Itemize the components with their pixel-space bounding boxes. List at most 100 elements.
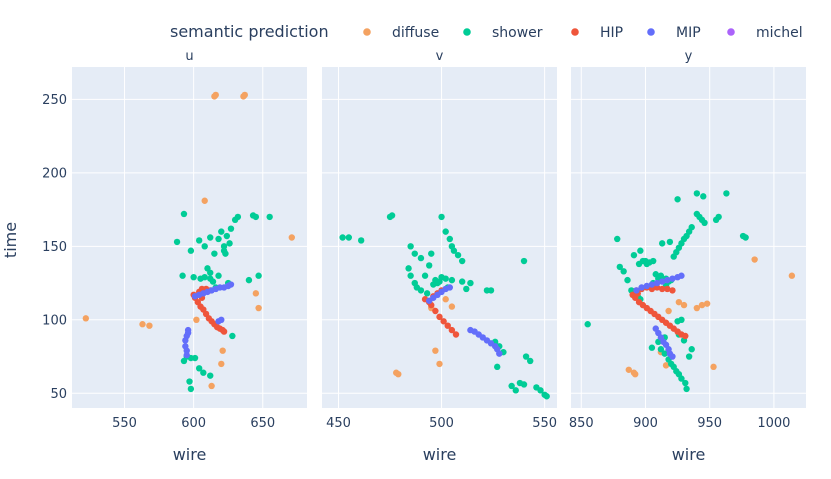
point-shower [187,247,195,254]
legend-item-michel: michel [727,25,803,41]
point-shower [527,357,534,365]
point-diffuse [693,304,701,312]
point-shower [584,321,591,328]
panels-layer: 550 600 650 50 100 150 200 250 u wire 450 500 550 v wi… [42,49,806,464]
point-diffuse [665,307,672,315]
point-shower [438,213,445,221]
point-shower [624,276,631,284]
point-shower [215,272,222,279]
point-shower [678,316,685,324]
series-MIP [633,272,685,360]
point-shower [682,379,689,387]
x-axis-title: wire [672,445,706,464]
legend-item-diffuse: diffuse [363,25,439,41]
panel-v: 450 500 550 v wire [322,49,557,464]
point-HIP [432,307,439,315]
point-shower [229,332,236,340]
point-shower [658,240,666,247]
legend-marker-HIP [571,28,579,36]
x-tick-label: 1000 [757,416,790,431]
point-shower [688,224,695,231]
point-shower [339,234,346,241]
point-shower [190,273,197,281]
point-diffuse [710,363,717,371]
point-shower [494,363,501,371]
point-shower [657,346,665,353]
point-HIP [653,284,661,291]
point-HIP [648,285,656,293]
point-shower [187,385,195,393]
point-HIP [664,285,671,293]
point-shower [712,216,720,224]
point-diffuse [788,272,796,279]
point-shower [197,275,204,282]
y-axis-title: time [1,222,20,258]
legend-marker-diffuse [363,28,371,36]
point-shower [436,278,443,285]
point-shower [649,257,657,265]
point-HIP [448,326,456,334]
point-diffuse [662,362,670,369]
x-tick-label: 950 [697,416,722,431]
point-shower [417,287,425,294]
point-shower [742,234,749,241]
point-shower [204,265,211,272]
panel-title: u [185,49,193,64]
point-shower [637,247,644,254]
point-diffuse [288,234,295,241]
point-diffuse [432,347,439,354]
point-shower [537,387,544,394]
point-diffuse [201,197,208,204]
legend-marker-MIP [647,28,655,36]
legend-label-shower: shower [492,25,543,41]
legend-label-MIP: MIP [676,25,701,41]
y-tick-label: 100 [42,313,67,328]
point-HIP [658,285,666,293]
point-shower [683,385,690,393]
point-diffuse [212,91,219,99]
point-shower [407,243,414,250]
point-diffuse [139,321,146,328]
point-shower [448,276,456,284]
point-shower [454,251,462,259]
legend-label-HIP: HIP [600,25,623,41]
point-shower [701,219,708,227]
y-tick-label: 200 [42,166,67,181]
point-MIP [446,284,454,291]
point-diffuse [82,315,90,322]
point-MIP [183,347,190,354]
point-shower [700,193,707,200]
legend-item-HIP: HIP [571,25,623,41]
point-MIP [227,281,235,288]
point-shower [218,228,225,235]
point-shower [417,254,425,262]
point-shower [191,354,199,362]
y-tick-label: 250 [42,93,67,108]
point-HIP [444,322,451,329]
point-shower [674,196,681,203]
series-diffuse [82,91,295,390]
panel-u: 550 600 650 50 100 150 200 250 u wire [42,49,307,464]
point-shower [207,234,214,241]
y-tick-label: 50 [50,387,67,402]
point-shower [201,243,208,250]
legend-item-MIP: MIP [647,25,701,41]
series-diffuse [625,256,796,378]
point-shower [220,247,228,254]
x-tick-label: 600 [181,416,206,431]
point-shower [252,213,260,221]
legend-title: semantic prediction [170,22,329,41]
point-diffuse [675,298,683,306]
point-shower [173,238,181,246]
point-HIP [452,331,460,338]
x-axis-title: wire [423,445,457,464]
point-shower [678,375,685,382]
point-shower [463,285,470,293]
point-shower [688,346,695,353]
point-shower [458,278,466,285]
point-MIP [638,284,645,291]
point-shower [442,228,449,235]
point-shower [223,232,231,240]
